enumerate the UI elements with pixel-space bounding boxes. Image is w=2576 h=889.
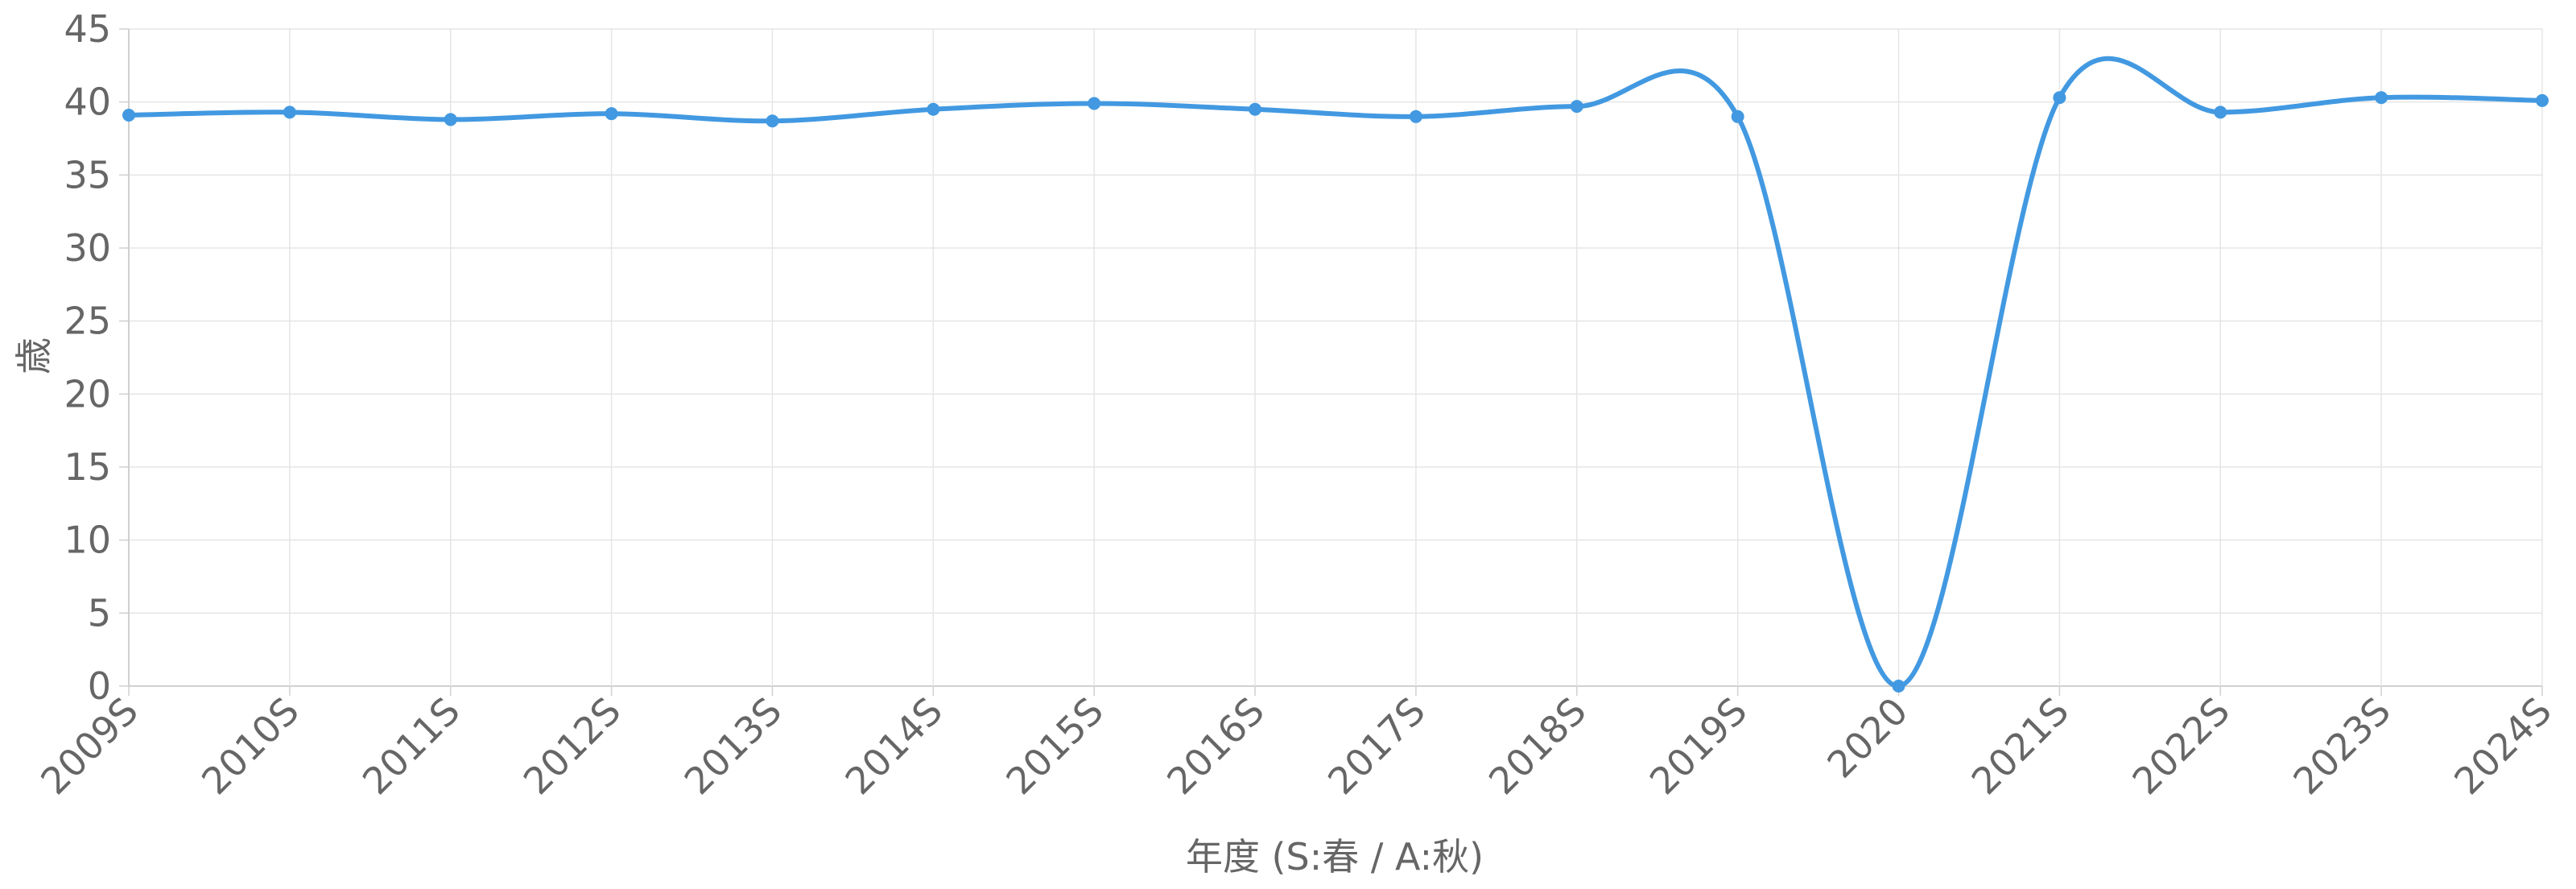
y-tick-label: 10 <box>64 519 111 562</box>
data-point-2016s[interactable] <box>1249 102 1262 116</box>
x-axis-label: 年度 (S:春 / A:秋) <box>1186 835 1484 879</box>
data-point-2024s[interactable] <box>2536 93 2549 107</box>
x-tick-label: 2017S <box>1319 689 1434 804</box>
data-point-2009s[interactable] <box>122 108 135 122</box>
data-point-2020[interactable] <box>1892 680 1905 693</box>
data-point-2015s[interactable] <box>1088 97 1101 110</box>
y-tick-label: 30 <box>64 226 111 270</box>
data-point-2014s[interactable] <box>927 102 940 116</box>
x-tick-label: 2010S <box>193 689 308 804</box>
data-point-2013s[interactable] <box>766 114 779 128</box>
data-point-2011s[interactable] <box>444 113 457 126</box>
series-line <box>126 56 2545 689</box>
y-tick-label: 35 <box>64 153 111 196</box>
data-point-2012s[interactable] <box>605 107 618 121</box>
grid-lines <box>128 28 2543 687</box>
y-tick-label: 20 <box>64 372 111 416</box>
series-layer <box>122 56 2549 693</box>
y-tick-label: 0 <box>88 664 111 708</box>
x-tick-label: 2019S <box>1641 689 1756 804</box>
x-tick-label: 2015S <box>997 689 1112 804</box>
y-tick-label: 5 <box>88 591 111 635</box>
x-tick-label: 2020 <box>1818 689 1916 787</box>
data-point-2022s[interactable] <box>2214 105 2227 119</box>
axes <box>119 28 2543 696</box>
x-tick-label: 2023S <box>2285 689 2399 804</box>
x-tick-label: 2012S <box>515 689 630 804</box>
y-tick-label: 15 <box>64 445 111 489</box>
y-tick-label: 25 <box>64 300 111 343</box>
y-axis-label: 歳 <box>12 337 56 374</box>
y-tick-label: 45 <box>64 7 111 51</box>
data-point-2017s[interactable] <box>1409 110 1422 123</box>
x-tick-label: 2024S <box>2446 689 2560 804</box>
x-tick-label: 2014S <box>837 689 952 804</box>
x-tick-labels: 2009S 2010S 2011S 2012S 2013S 2014S 2015S 2016S… <box>32 689 2560 804</box>
y-tick-label: 40 <box>64 81 111 124</box>
x-tick-label: 2011S <box>354 689 469 804</box>
data-point-2018s[interactable] <box>1570 100 1583 114</box>
data-point-2021s[interactable] <box>2053 91 2066 105</box>
x-tick-label: 2022S <box>2124 689 2238 804</box>
x-tick-label: 2016S <box>1158 689 1273 804</box>
data-point-2010s[interactable] <box>283 105 296 119</box>
x-tick-label: 2013S <box>676 689 791 804</box>
y-tick-labels: 0 5 10 15 20 25 30 35 40 45 <box>64 7 111 708</box>
data-point-2023s[interactable] <box>2375 91 2388 105</box>
x-tick-label: 2018S <box>1480 689 1595 804</box>
data-point-2019s[interactable] <box>1731 110 1744 123</box>
x-tick-label: 2021S <box>1963 689 2078 804</box>
